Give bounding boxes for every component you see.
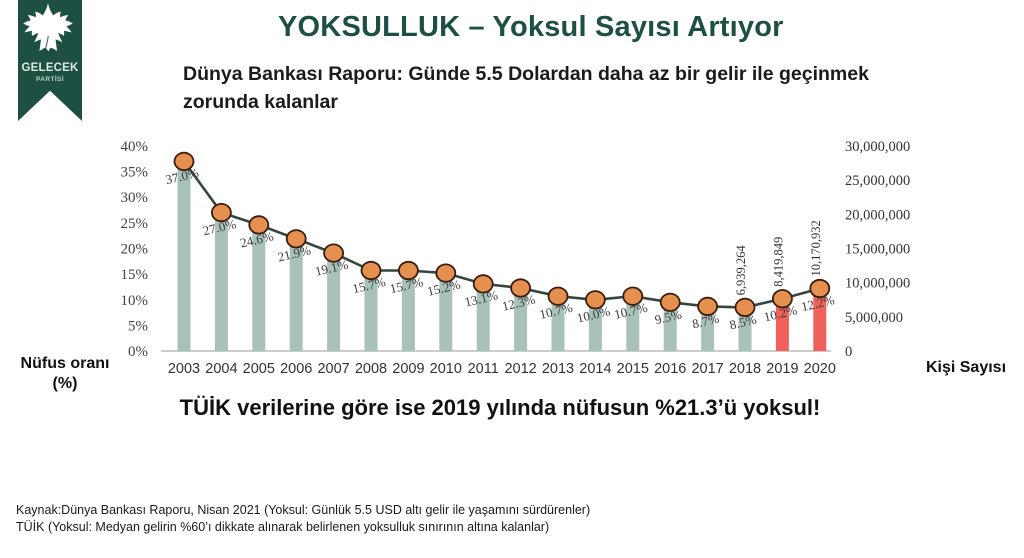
svg-text:2018: 2018 <box>729 361 761 377</box>
svg-text:25,000,000: 25,000,000 <box>845 173 910 189</box>
svg-text:30,000,000: 30,000,000 <box>845 139 910 155</box>
svg-text:2005: 2005 <box>243 361 275 377</box>
svg-text:2019: 2019 <box>766 361 798 377</box>
svg-text:10,170,932: 10,170,932 <box>809 220 823 276</box>
svg-text:5,000,000: 5,000,000 <box>845 310 903 326</box>
svg-text:2006: 2006 <box>280 361 312 377</box>
svg-text:2014: 2014 <box>579 361 611 377</box>
svg-text:10%: 10% <box>121 293 149 309</box>
svg-text:30%: 30% <box>121 190 149 206</box>
svg-text:40%: 40% <box>121 139 149 155</box>
svg-text:2015: 2015 <box>617 361 649 377</box>
svg-text:6,939,264: 6,939,264 <box>734 245 748 296</box>
svg-text:0%: 0% <box>128 344 148 360</box>
svg-text:0: 0 <box>845 344 852 360</box>
svg-text:5%: 5% <box>128 318 148 334</box>
svg-text:2012: 2012 <box>504 361 536 377</box>
svg-text:15,000,000: 15,000,000 <box>845 242 910 258</box>
svg-text:2011: 2011 <box>468 361 499 377</box>
svg-text:20%: 20% <box>121 242 149 258</box>
svg-text:2013: 2013 <box>542 361 574 377</box>
svg-text:2016: 2016 <box>654 361 686 377</box>
svg-text:35%: 35% <box>121 165 149 181</box>
svg-text:10,000,000: 10,000,000 <box>845 276 910 292</box>
svg-text:2003: 2003 <box>168 361 200 377</box>
svg-text:20,000,000: 20,000,000 <box>845 207 910 223</box>
svg-text:2008: 2008 <box>355 361 387 377</box>
svg-text:8.5%: 8.5% <box>728 312 758 333</box>
svg-text:2010: 2010 <box>430 361 462 377</box>
svg-text:15%: 15% <box>121 267 149 283</box>
svg-text:8,419,849: 8,419,849 <box>771 237 785 287</box>
svg-text:2017: 2017 <box>691 361 723 377</box>
svg-text:2009: 2009 <box>392 361 424 377</box>
svg-text:25%: 25% <box>121 216 149 232</box>
svg-text:2004: 2004 <box>205 361 237 377</box>
svg-text:9.5%: 9.5% <box>653 307 683 328</box>
svg-text:8.7%: 8.7% <box>691 311 721 332</box>
svg-text:2007: 2007 <box>317 361 349 377</box>
svg-text:2020: 2020 <box>804 361 836 377</box>
